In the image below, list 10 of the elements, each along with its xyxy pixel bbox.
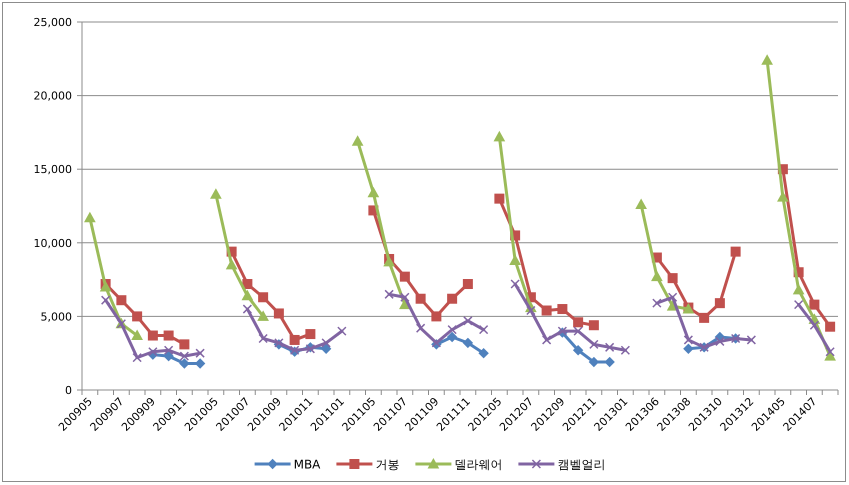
- y-tick-label: 15,000: [34, 163, 72, 176]
- legend-label: MBA: [294, 458, 322, 472]
- y-tick-label: 5,000: [40, 310, 72, 324]
- legend-label: 캠벨얼리: [557, 458, 606, 472]
- y-tick-label: 0: [65, 384, 72, 397]
- y-tick-label: 20,000: [34, 90, 72, 103]
- y-tick-label: 10,000: [34, 236, 72, 250]
- legend-label: 거봉: [375, 458, 400, 472]
- y-tick-label: 25,000: [34, 16, 72, 29]
- legend-label: 델라웨어: [454, 458, 502, 472]
